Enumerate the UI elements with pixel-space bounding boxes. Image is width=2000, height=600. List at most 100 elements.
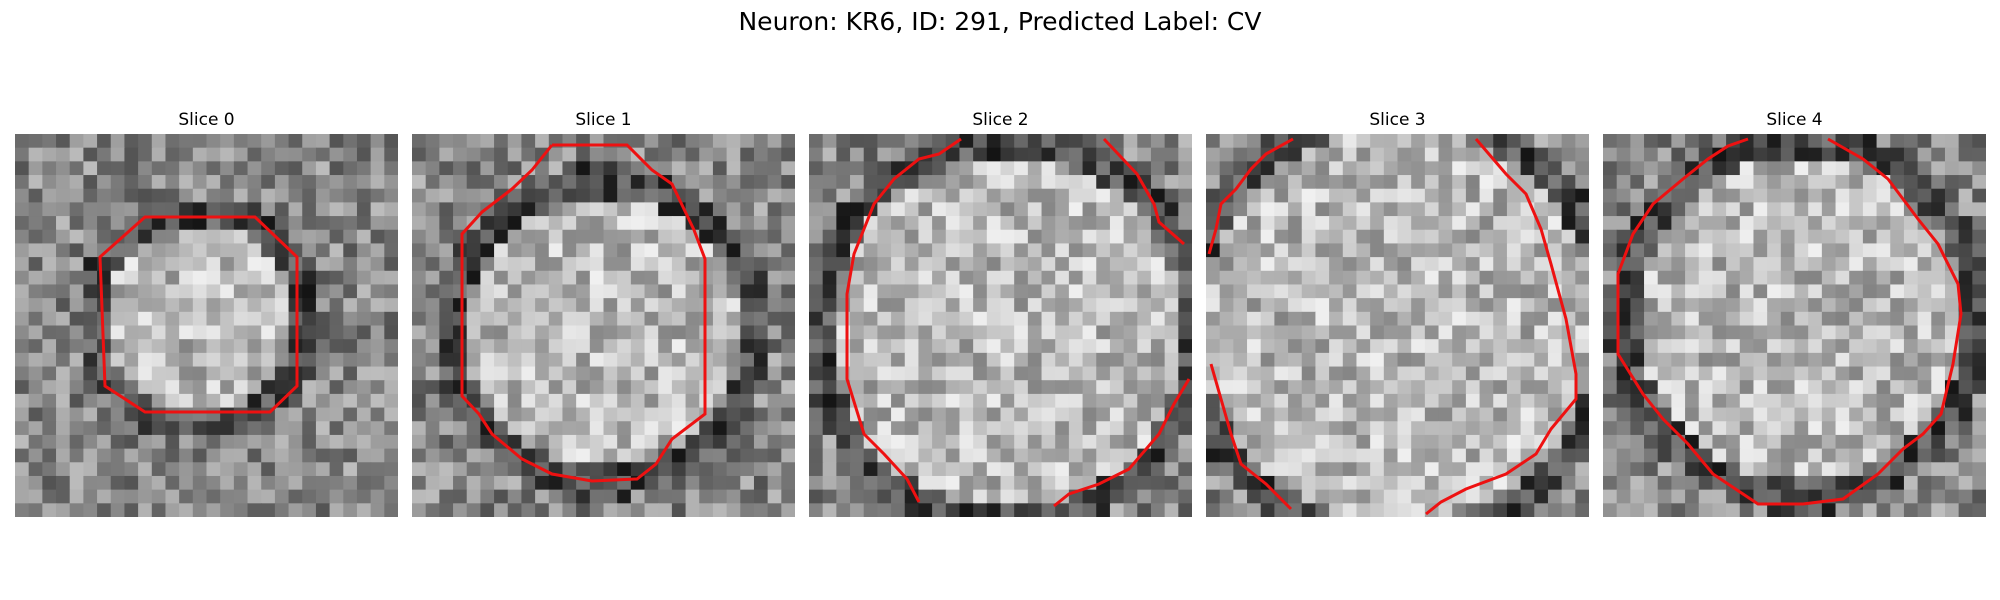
- pixel: [507, 284, 523, 299]
- pixel: [877, 188, 892, 203]
- pixel: [1068, 339, 1084, 354]
- pixel: [1862, 175, 1878, 190]
- pixel: [1726, 270, 1741, 286]
- pixel: [1219, 352, 1234, 368]
- pixel: [412, 352, 427, 368]
- pixel: [1068, 257, 1084, 272]
- pixel: [1096, 448, 1111, 463]
- pixel: [809, 243, 824, 258]
- pixel: [1164, 298, 1179, 313]
- pixel: [1260, 202, 1275, 217]
- pixel: [206, 257, 221, 272]
- pixel: [425, 243, 440, 258]
- pixel: [1397, 188, 1412, 203]
- pixel: [1288, 366, 1303, 381]
- pixel: [165, 352, 180, 368]
- pixel: [56, 161, 71, 176]
- pixel: [494, 352, 509, 368]
- pixel: [809, 489, 824, 504]
- pixel: [740, 188, 755, 203]
- pixel: [56, 503, 71, 517]
- pixel: [425, 434, 440, 450]
- pixel: [1096, 380, 1111, 395]
- pixel: [945, 462, 961, 477]
- pixel: [699, 216, 714, 231]
- pixel: [1137, 325, 1152, 340]
- pixel: [767, 284, 782, 299]
- pixel: [233, 311, 249, 327]
- pixel: [877, 270, 892, 286]
- pixel: [1603, 475, 1618, 491]
- pixel: [945, 489, 961, 504]
- pixel: [1958, 393, 1973, 409]
- pixel: [1055, 147, 1070, 162]
- pixel: [1931, 489, 1946, 504]
- pixel: [192, 325, 208, 340]
- pixel: [945, 325, 961, 340]
- pixel: [220, 489, 235, 504]
- pixel: [617, 352, 632, 368]
- pixel: [124, 202, 139, 217]
- pixel: [1465, 175, 1481, 190]
- pixel: [1096, 270, 1111, 286]
- pixel: [767, 475, 782, 491]
- pixel: [1739, 257, 1755, 272]
- pixel: [1821, 462, 1837, 477]
- pixel: [1233, 243, 1248, 258]
- pixel: [1438, 257, 1453, 272]
- pixel: [1342, 161, 1358, 176]
- pixel: [699, 475, 714, 491]
- pixel: [850, 175, 865, 190]
- pixel: [1274, 216, 1289, 231]
- pixel: [1315, 188, 1330, 203]
- pixel: [753, 421, 769, 436]
- pixel: [986, 284, 1002, 299]
- pixel: [1808, 462, 1823, 477]
- pixel: [863, 421, 878, 436]
- pixel: [932, 325, 947, 340]
- pixel: [726, 188, 741, 203]
- pixel: [1958, 339, 1973, 354]
- pixel: [1452, 175, 1467, 190]
- pixel: [753, 216, 769, 231]
- pixel: [1465, 311, 1481, 327]
- pixel: [1356, 257, 1371, 272]
- pixel: [179, 284, 194, 299]
- pixel: [1411, 352, 1426, 368]
- pixel: [576, 147, 591, 162]
- pixel: [384, 270, 398, 286]
- pixel: [891, 147, 906, 162]
- pixel: [1767, 229, 1782, 245]
- pixel: [603, 352, 618, 368]
- pixel: [767, 175, 782, 190]
- pixel: [1603, 421, 1618, 436]
- pixel: [1000, 352, 1015, 368]
- slice-title-1: Slice 1: [575, 110, 632, 130]
- pixel: [863, 475, 878, 491]
- pixel: [822, 393, 837, 409]
- pixel: [1438, 134, 1453, 149]
- pixel: [767, 270, 782, 286]
- pixel: [1329, 284, 1344, 299]
- pixel: [1547, 366, 1563, 381]
- pixel: [124, 257, 139, 272]
- pixel: [767, 202, 782, 217]
- pixel: [1315, 229, 1330, 245]
- pixel: [1972, 243, 1986, 258]
- pixel: [302, 284, 317, 299]
- pixel: [56, 380, 71, 395]
- pixel: [1506, 134, 1522, 149]
- pixel: [1849, 284, 1864, 299]
- pixel: [28, 393, 43, 409]
- pixel: [1493, 448, 1508, 463]
- pixel: [1356, 489, 1371, 504]
- pixel: [1164, 161, 1179, 176]
- pixel: [384, 298, 398, 313]
- pixel: [1630, 257, 1645, 272]
- pixel: [1096, 352, 1111, 368]
- pixel: [1671, 243, 1686, 258]
- pixel: [1835, 270, 1850, 286]
- pixel: [1726, 216, 1741, 231]
- pixel: [1972, 270, 1986, 286]
- pixel: [1671, 284, 1686, 299]
